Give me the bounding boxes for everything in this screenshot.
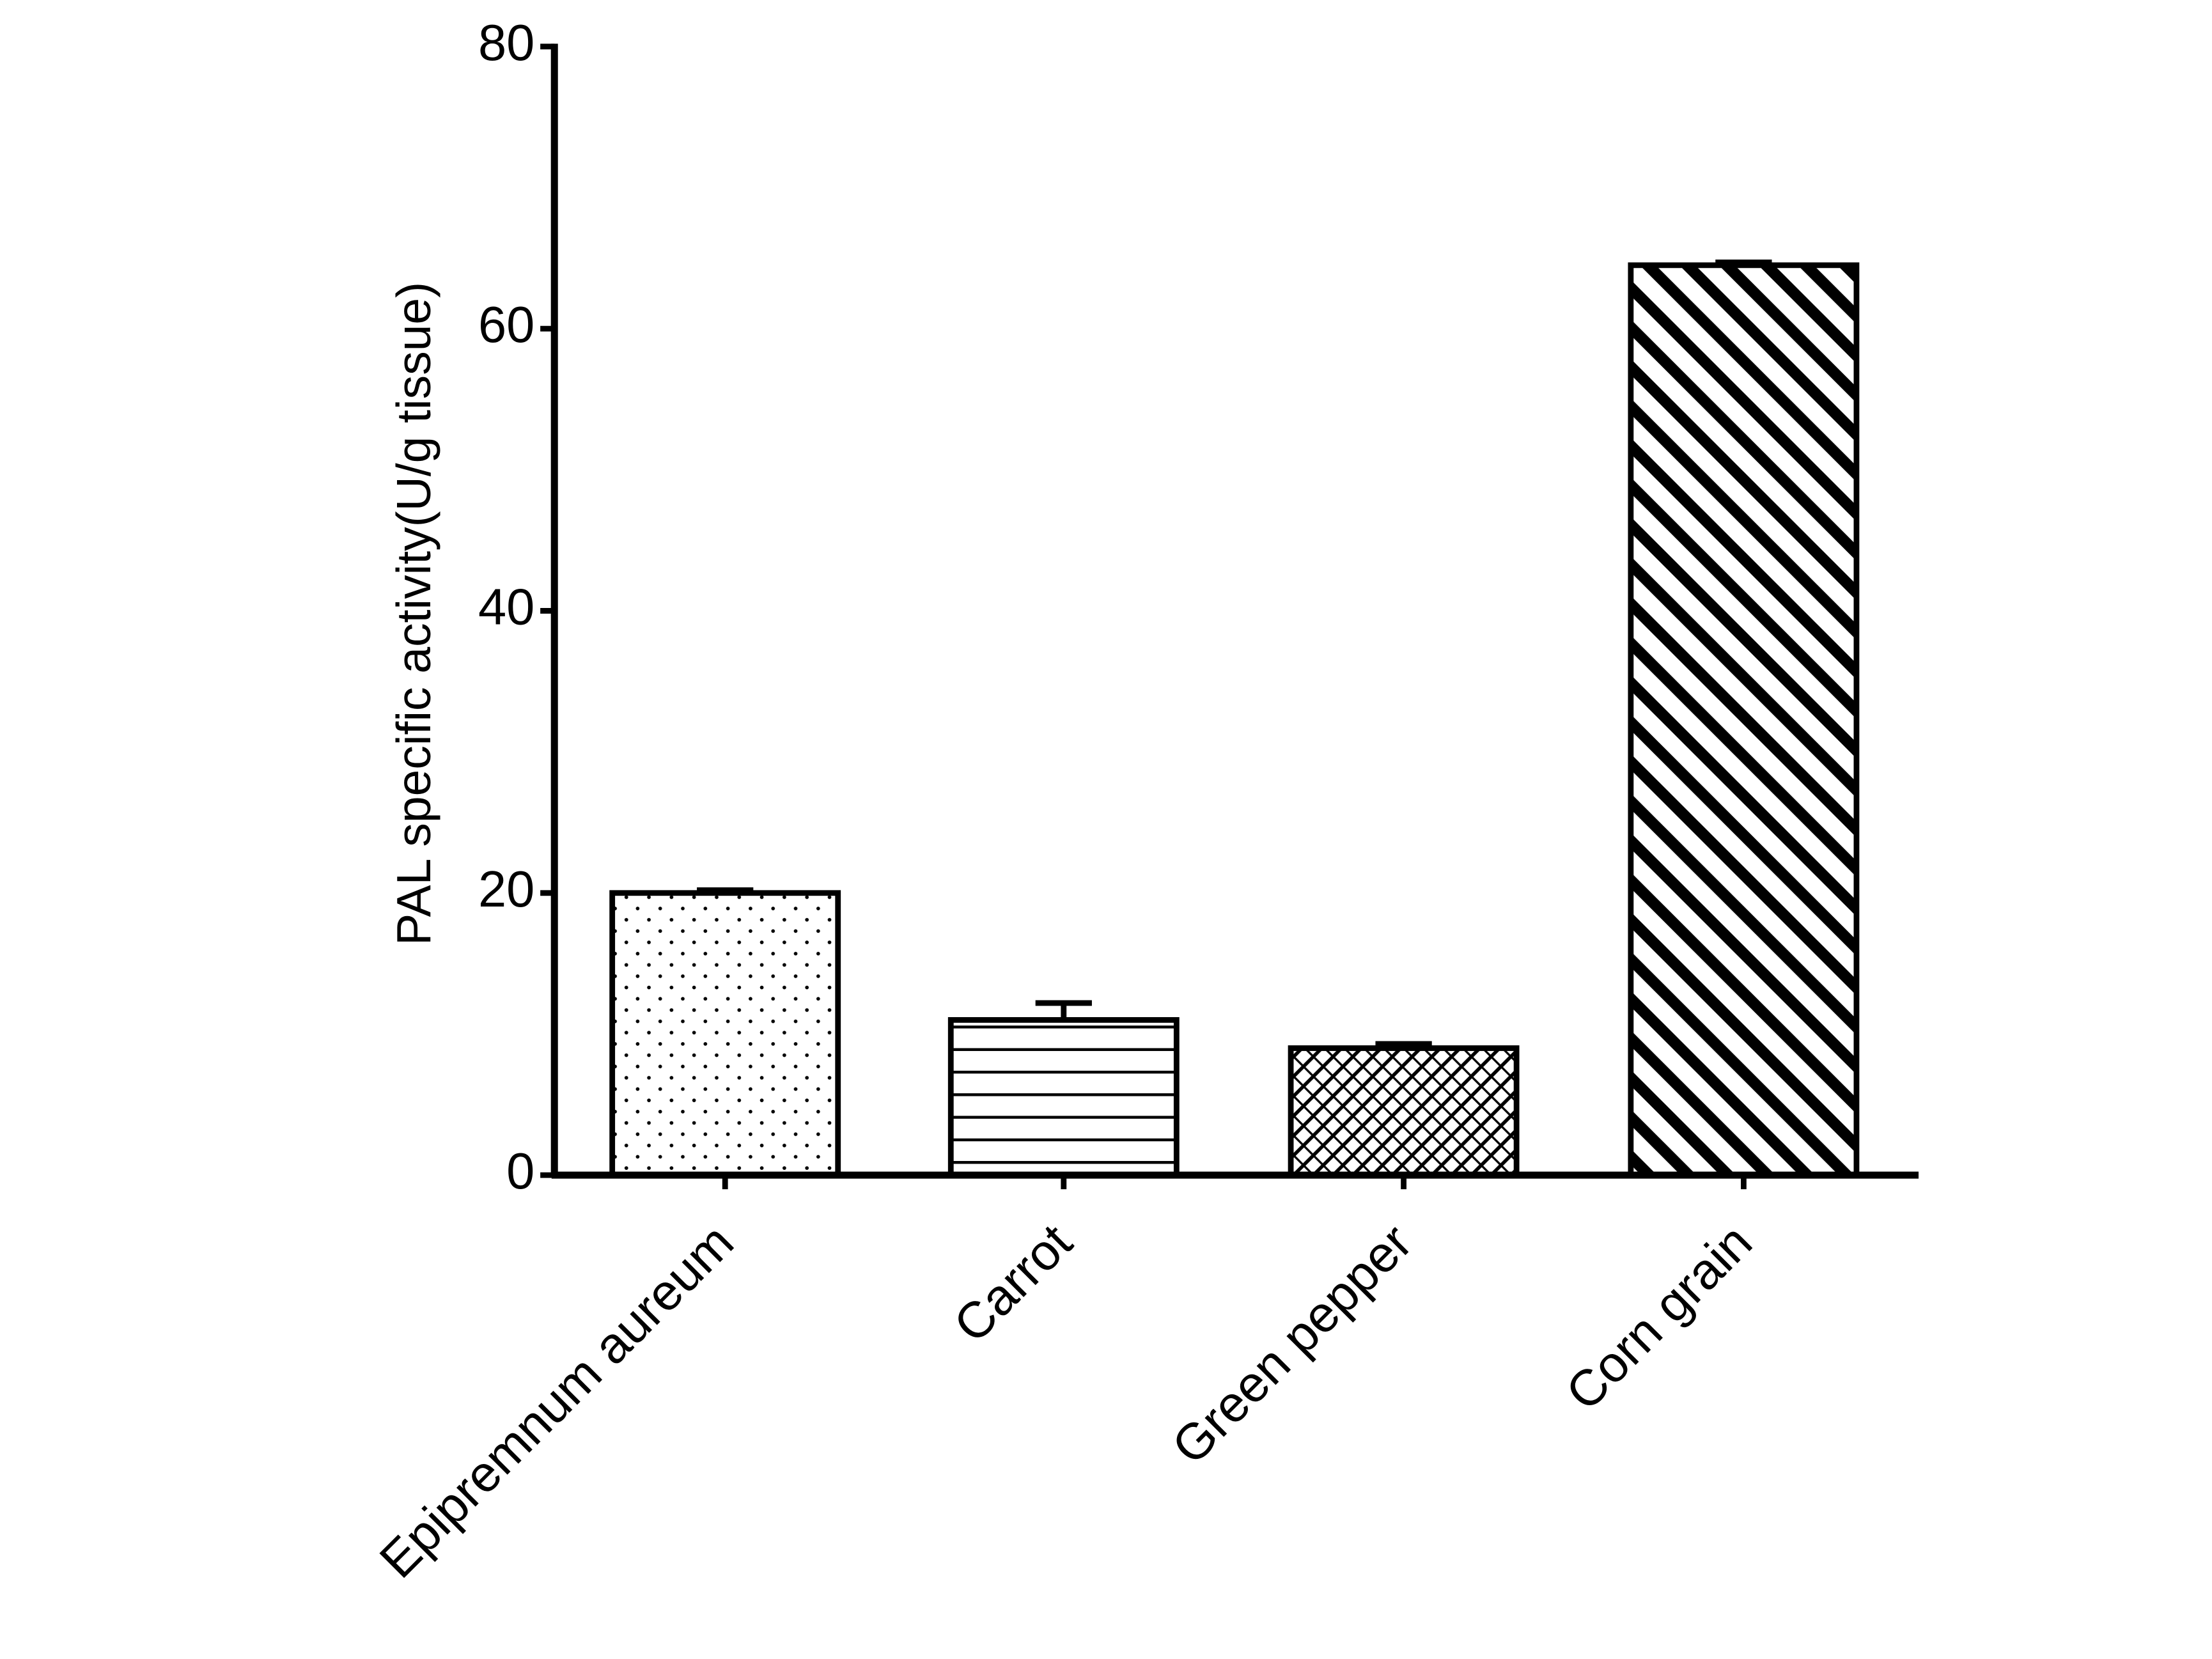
x-tick-label: Corn grain (1555, 1213, 1763, 1421)
x-tick-label: Green pepper (1161, 1213, 1422, 1475)
y-tick-label: 40 (478, 578, 534, 635)
y-axis-title: PAL specific activity(U/g tissue) (387, 282, 440, 946)
y-tick-label: 20 (478, 861, 534, 917)
y-tick-label: 80 (478, 14, 534, 71)
x-tick-label: Carrot (943, 1213, 1083, 1353)
bar (1288, 1045, 1520, 1178)
y-tick-label: 0 (506, 1142, 534, 1199)
x-tick-label: Epipremnum aureum (369, 1213, 744, 1589)
bar (609, 890, 841, 1178)
y-tick-label: 60 (478, 296, 534, 353)
bar (947, 1016, 1180, 1178)
bar (1628, 262, 1860, 1178)
